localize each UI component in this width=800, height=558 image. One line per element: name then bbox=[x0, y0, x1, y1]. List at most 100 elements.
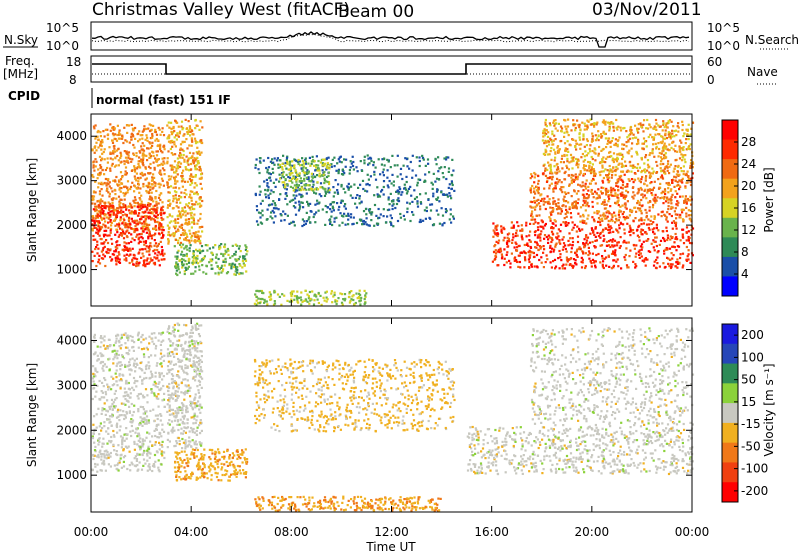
echo-point bbox=[156, 257, 158, 259]
echo-point bbox=[428, 171, 430, 173]
echo-point bbox=[628, 170, 630, 172]
echo-point bbox=[657, 196, 659, 198]
echo-point bbox=[584, 185, 586, 187]
echo-point bbox=[670, 164, 672, 166]
echo-point bbox=[146, 232, 148, 234]
echo-point bbox=[656, 267, 658, 269]
echo-point bbox=[124, 139, 126, 141]
echo-point bbox=[618, 219, 620, 221]
echo-point bbox=[676, 228, 678, 230]
echo-point bbox=[316, 203, 318, 205]
echo-point bbox=[201, 200, 203, 202]
echo-point bbox=[143, 223, 145, 225]
echo-point bbox=[577, 213, 579, 215]
echo-point bbox=[136, 167, 138, 169]
echo-point bbox=[576, 230, 578, 232]
echo-point bbox=[119, 262, 121, 264]
echo-point bbox=[160, 217, 162, 219]
echo-point bbox=[308, 205, 310, 207]
echo-point bbox=[341, 173, 343, 175]
echo-point bbox=[151, 145, 153, 147]
echo-point bbox=[179, 244, 181, 246]
echo-point bbox=[618, 241, 620, 243]
echo-point bbox=[381, 164, 383, 166]
echo-point bbox=[609, 123, 611, 125]
echo-point bbox=[619, 227, 621, 229]
echo-point bbox=[167, 207, 169, 209]
echo-point bbox=[144, 228, 146, 230]
freq-unit-label: [MHz] bbox=[3, 67, 38, 81]
echo-point bbox=[683, 170, 685, 172]
echo-point bbox=[654, 249, 656, 251]
echo-point bbox=[259, 157, 261, 159]
echo-point bbox=[570, 251, 572, 253]
echo-point bbox=[398, 193, 400, 195]
echo-point bbox=[324, 300, 326, 302]
echo-point bbox=[579, 136, 581, 138]
echo-point bbox=[427, 158, 429, 160]
echo-point bbox=[299, 180, 301, 182]
echo-point bbox=[289, 164, 291, 166]
echo-point bbox=[615, 138, 617, 140]
echo-point bbox=[187, 133, 189, 135]
echo-point bbox=[516, 261, 518, 263]
echo-point bbox=[157, 214, 159, 216]
echo-point bbox=[611, 177, 613, 179]
echo-point bbox=[551, 210, 553, 212]
echo-point bbox=[350, 160, 352, 162]
echo-point bbox=[266, 171, 268, 173]
echo-point bbox=[299, 188, 301, 190]
echo-point bbox=[642, 124, 644, 126]
echo-point bbox=[604, 123, 606, 125]
echo-point bbox=[168, 241, 170, 243]
echo-point bbox=[683, 242, 685, 244]
echo-point bbox=[636, 167, 638, 169]
echo-point bbox=[317, 299, 319, 301]
echo-point bbox=[559, 253, 561, 255]
echo-point bbox=[147, 140, 149, 142]
echo-point bbox=[600, 171, 602, 173]
echo-point bbox=[671, 121, 673, 123]
echo-point bbox=[224, 258, 226, 260]
echo-point bbox=[260, 222, 262, 224]
echo-point bbox=[125, 186, 127, 188]
echo-point bbox=[299, 172, 301, 174]
echo-point bbox=[648, 227, 650, 229]
echo-point bbox=[406, 192, 408, 194]
echo-point bbox=[591, 180, 593, 182]
echo-point bbox=[674, 150, 676, 152]
echo-point bbox=[541, 262, 543, 264]
echo-point bbox=[689, 199, 691, 201]
echo-point bbox=[195, 260, 197, 262]
echo-point bbox=[188, 169, 190, 171]
echo-point bbox=[583, 160, 585, 162]
echo-point bbox=[664, 188, 666, 190]
echo-point bbox=[180, 163, 182, 165]
echo-point bbox=[673, 241, 675, 243]
echo-point bbox=[286, 163, 288, 165]
echo-point bbox=[637, 163, 639, 165]
echo-point bbox=[519, 266, 521, 268]
echo-point bbox=[97, 168, 99, 170]
echo-point bbox=[338, 172, 340, 174]
echo-point bbox=[661, 150, 663, 152]
echo-point bbox=[647, 189, 649, 191]
echo-point bbox=[603, 215, 605, 217]
echo-point bbox=[408, 188, 410, 190]
echo-point bbox=[587, 140, 589, 142]
echo-point bbox=[332, 206, 334, 208]
echo-point bbox=[667, 160, 669, 162]
echo-point bbox=[343, 158, 345, 160]
echo-point bbox=[155, 131, 157, 133]
echo-point bbox=[391, 155, 393, 157]
colorbar-tick-label: 8 bbox=[741, 245, 749, 259]
echo-point bbox=[180, 192, 182, 194]
echo-point bbox=[655, 194, 657, 196]
echo-point bbox=[582, 181, 584, 183]
echo-point bbox=[318, 202, 320, 204]
echo-point bbox=[540, 233, 542, 235]
echo-point bbox=[130, 139, 132, 141]
echo-point bbox=[649, 134, 651, 136]
echo-point bbox=[134, 257, 136, 259]
echo-point bbox=[196, 255, 198, 257]
